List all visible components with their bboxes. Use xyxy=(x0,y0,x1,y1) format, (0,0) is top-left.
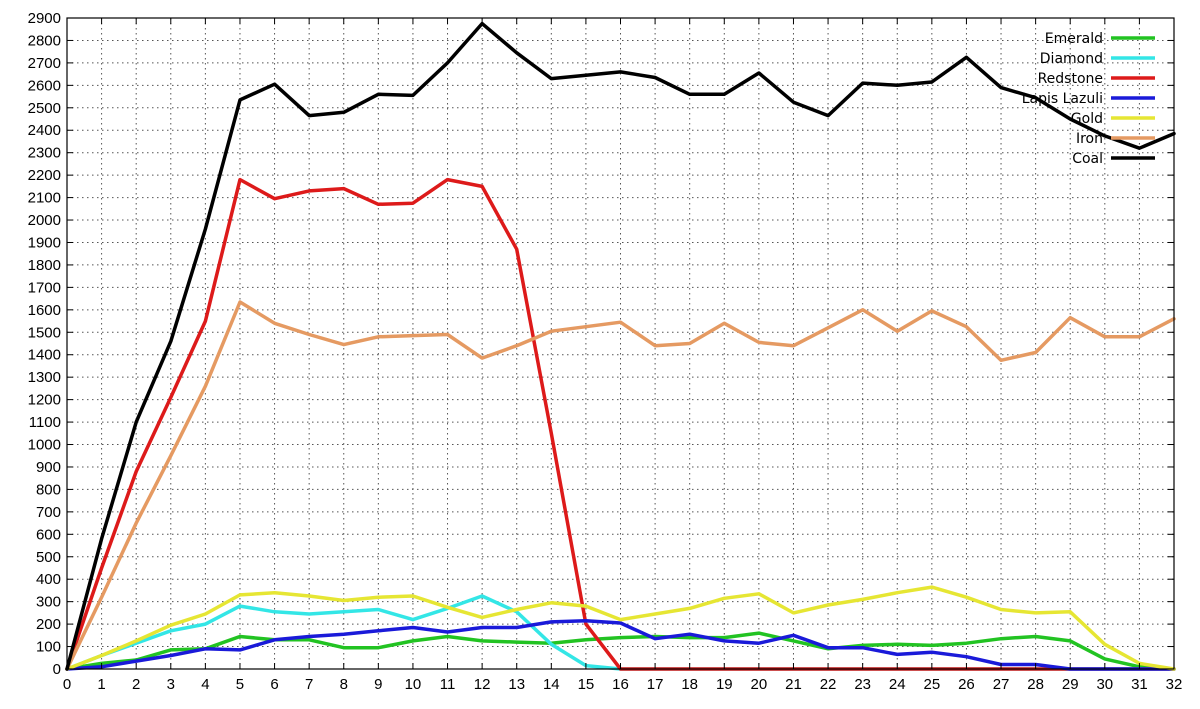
x-tick-label: 27 xyxy=(993,676,1010,693)
y-tick-label: 500 xyxy=(36,549,61,566)
y-tick-label: 200 xyxy=(36,616,61,633)
x-tick-label: 24 xyxy=(889,676,906,693)
x-tick-label: 29 xyxy=(1062,676,1079,693)
y-tick-label: 1700 xyxy=(28,279,61,296)
legend-label: Lapis Lazuli xyxy=(1022,91,1103,107)
y-tick-label: 1500 xyxy=(28,324,61,341)
plot-frame xyxy=(66,17,1175,670)
x-tick-label: 12 xyxy=(474,676,491,693)
y-tick-label: 2100 xyxy=(28,190,61,207)
y-tick-label: 600 xyxy=(36,526,61,543)
legend-label: Emerald xyxy=(1045,31,1103,47)
x-tick-label: 16 xyxy=(612,676,629,693)
y-tick-label: 300 xyxy=(36,594,61,611)
legend: Emerald Diamond Redstone Lapis Lazuli Gold Ir… xyxy=(1022,31,1155,167)
x-tick-label: 17 xyxy=(647,676,664,693)
x-tick-label: 21 xyxy=(785,676,802,693)
x-tick-label: 19 xyxy=(716,676,733,693)
x-tick-label: 9 xyxy=(374,676,382,693)
y-tick-label: 2500 xyxy=(28,100,61,117)
x-tick-label: 1 xyxy=(97,676,105,693)
x-tick-label: 28 xyxy=(1027,676,1044,693)
y-tick-label: 900 xyxy=(36,459,61,476)
y-tick-label: 1800 xyxy=(28,257,61,274)
x-tick-label: 3 xyxy=(167,676,175,693)
x-tick-label: 5 xyxy=(236,676,244,693)
axes: 0 1 2 3 4 5 6 7 8 9 10 11 12 13 14 15 16 17 18 19 20 21 22 23 24… xyxy=(28,10,1183,693)
x-tick-label: 22 xyxy=(820,676,837,693)
y-tick-label: 800 xyxy=(36,481,61,498)
legend-label: Coal xyxy=(1072,151,1103,167)
x-tick-label: 10 xyxy=(405,676,422,693)
y-tick-label: 1000 xyxy=(28,437,61,454)
y-tick-label: 2200 xyxy=(28,167,61,184)
legend-label: Diamond xyxy=(1040,51,1103,67)
series-lines xyxy=(65,21,1176,671)
y-tick-label: 2000 xyxy=(28,212,61,229)
y-tick-label: 2800 xyxy=(28,32,61,49)
x-tick-label: 15 xyxy=(578,676,595,693)
series-line-gold xyxy=(65,585,1176,671)
y-tick-label: 400 xyxy=(36,571,61,588)
y-tick-label: 100 xyxy=(36,639,61,656)
x-tick-label: 14 xyxy=(543,676,560,693)
x-tick-label: 30 xyxy=(1096,676,1113,693)
x-tick-label: 26 xyxy=(958,676,975,693)
x-tick-label: 11 xyxy=(440,676,456,693)
y-tick-label: 2900 xyxy=(28,10,61,27)
x-tick-label: 31 xyxy=(1131,676,1148,693)
x-tick-label: 8 xyxy=(340,676,348,693)
x-tick-label: 25 xyxy=(924,676,941,693)
series-line-lapis-lazuli xyxy=(65,618,1176,671)
legend-label: Gold xyxy=(1071,111,1103,127)
series-line-iron xyxy=(65,300,1176,671)
y-tick-label: 2300 xyxy=(28,145,61,162)
x-tick-label: 13 xyxy=(508,676,525,693)
x-tick-label: 32 xyxy=(1166,676,1183,693)
y-tick-label: 1900 xyxy=(28,234,61,251)
x-tick-label: 20 xyxy=(751,676,768,693)
legend-label: Iron xyxy=(1076,131,1103,147)
y-tick-label: 0 xyxy=(53,661,61,678)
y-tick-label: 1100 xyxy=(29,414,61,431)
y-tick-label: 1600 xyxy=(28,302,61,319)
y-tick-label: 1200 xyxy=(28,392,61,409)
y-tick-label: 700 xyxy=(36,504,61,521)
y-tick-label: 1400 xyxy=(28,347,61,364)
x-tick-label: 7 xyxy=(305,676,313,693)
legend-label: Redstone xyxy=(1038,71,1103,87)
series-line-emerald xyxy=(65,631,1176,671)
x-tick-label: 6 xyxy=(270,676,278,693)
y-tick-label: 2700 xyxy=(28,55,61,72)
x-tick-label: 18 xyxy=(681,676,698,693)
grid xyxy=(67,18,1174,669)
x-tick-label: 2 xyxy=(132,676,140,693)
x-tick-label: 4 xyxy=(201,676,209,693)
y-tick-label: 1300 xyxy=(28,369,61,386)
x-tick-label: 23 xyxy=(854,676,871,693)
series-line-coal xyxy=(65,21,1176,671)
y-tick-label: 2600 xyxy=(28,77,61,94)
x-tick-label: 0 xyxy=(63,676,71,693)
y-tick-label: 2400 xyxy=(28,122,61,139)
